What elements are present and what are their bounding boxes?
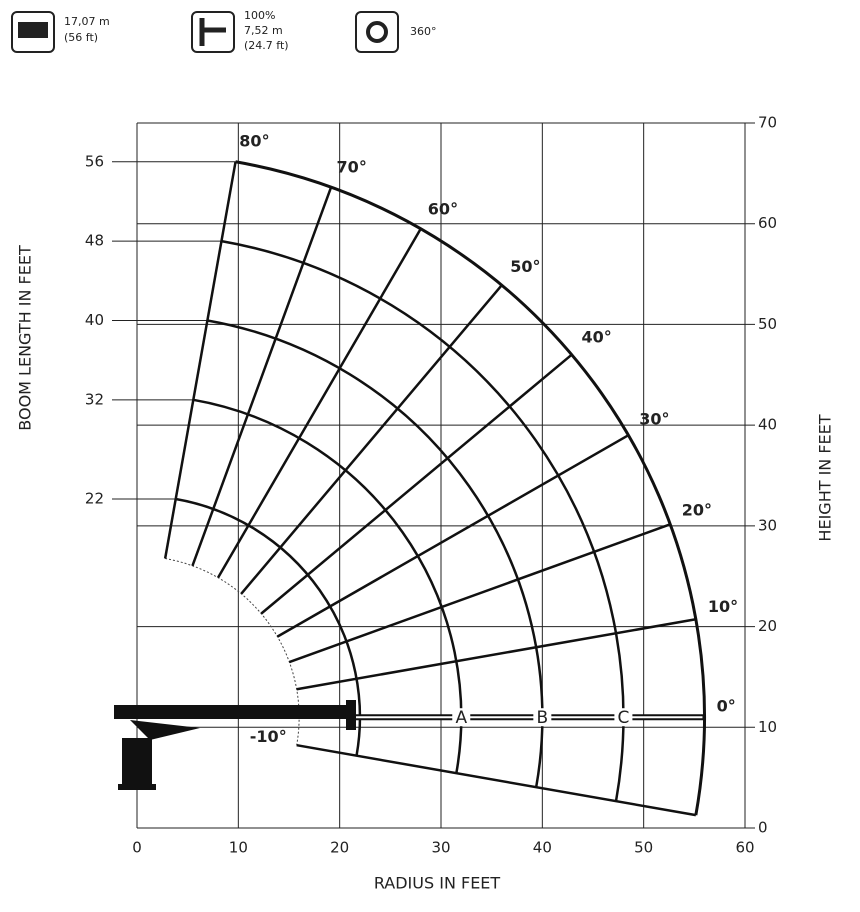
crane-foot bbox=[118, 784, 156, 790]
zone-label: B bbox=[536, 708, 548, 728]
zone-label-bg bbox=[452, 708, 471, 727]
angle-label: 40° bbox=[581, 328, 611, 347]
y-tick-label: 10 bbox=[758, 718, 777, 736]
angle-line bbox=[163, 161, 237, 559]
x-tick-label: 50 bbox=[634, 839, 653, 857]
crane-boom bbox=[114, 705, 356, 719]
icon-frame bbox=[191, 11, 235, 53]
boom-label: 40 bbox=[85, 311, 104, 329]
plot: 0 10 20 30 40 50 60010203040506070564840322280… bbox=[85, 114, 777, 857]
angle-label: 10° bbox=[708, 597, 738, 616]
angle-line bbox=[260, 353, 573, 615]
angle-label: 20° bbox=[682, 500, 712, 519]
crane-base bbox=[122, 738, 152, 790]
x-tick-label: 30 bbox=[431, 839, 450, 857]
y-axis-title: HEIGHT IN FEET bbox=[816, 414, 835, 541]
spec-text: 100% bbox=[244, 9, 275, 22]
boom-label: 22 bbox=[85, 490, 104, 508]
angle-label: -10° bbox=[250, 727, 287, 746]
boom-label: 48 bbox=[85, 232, 104, 250]
x-tick-label: 60 bbox=[735, 839, 754, 857]
angle-line bbox=[296, 618, 697, 691]
angle-label: 70° bbox=[337, 157, 367, 176]
y-tick-label: 40 bbox=[758, 416, 777, 434]
icon-rotation bbox=[366, 21, 388, 43]
angle-label: 30° bbox=[639, 410, 669, 429]
icon-frame bbox=[11, 11, 55, 53]
boom-label: 56 bbox=[85, 152, 104, 170]
icon-jib bbox=[199, 18, 226, 46]
angle-line bbox=[240, 284, 503, 595]
angle-label: 80° bbox=[239, 131, 269, 150]
boom-arc bbox=[193, 398, 463, 774]
x-axis-title: RADIUS IN FEET bbox=[374, 874, 501, 893]
angle-label: 50° bbox=[510, 257, 540, 276]
boom-arc bbox=[207, 319, 544, 788]
boom-arc bbox=[221, 239, 625, 802]
boom-arc bbox=[235, 160, 706, 816]
x-tick-label: 20 bbox=[330, 839, 349, 857]
angle-line bbox=[296, 743, 697, 817]
crane-boom-tip bbox=[346, 700, 356, 730]
y-tick-label: 50 bbox=[758, 315, 777, 333]
spec-text: 360° bbox=[410, 25, 437, 38]
boom-label: 32 bbox=[85, 390, 104, 408]
icon-frame bbox=[355, 11, 399, 53]
x-tick-label: 0 bbox=[132, 839, 142, 857]
spec-text: (56 ft) bbox=[64, 31, 98, 44]
spec-text: 7,52 m bbox=[244, 24, 283, 37]
zone-label: C bbox=[617, 708, 629, 728]
icon-boom bbox=[18, 22, 48, 38]
spec-text: (24.7 ft) bbox=[244, 39, 289, 52]
x-tick-label: 10 bbox=[229, 839, 248, 857]
crane bbox=[114, 700, 356, 790]
zone-label-bg bbox=[614, 708, 633, 727]
boom-axis-title: BOOM LENGTH IN FEET bbox=[16, 245, 35, 431]
zone-label: A bbox=[455, 708, 467, 728]
spec-text: 17,07 m bbox=[64, 15, 110, 28]
angle-label: 0° bbox=[717, 697, 736, 716]
angle-label: 60° bbox=[428, 200, 458, 219]
x-tick-label: 40 bbox=[533, 839, 552, 857]
angle-line bbox=[191, 186, 333, 567]
y-tick-label: 70 bbox=[758, 114, 777, 132]
angle-line bbox=[276, 434, 630, 638]
spec-icons bbox=[11, 11, 399, 53]
y-tick-label: 60 bbox=[758, 214, 777, 232]
zone-label-bg bbox=[533, 708, 552, 727]
boom-arc bbox=[175, 497, 362, 756]
angle-line bbox=[216, 228, 422, 579]
crane-arm bbox=[130, 720, 200, 740]
angle-line bbox=[288, 523, 671, 664]
y-tick-label: 0 bbox=[758, 819, 768, 837]
y-tick-label: 30 bbox=[758, 516, 777, 534]
y-tick-label: 20 bbox=[758, 617, 777, 635]
